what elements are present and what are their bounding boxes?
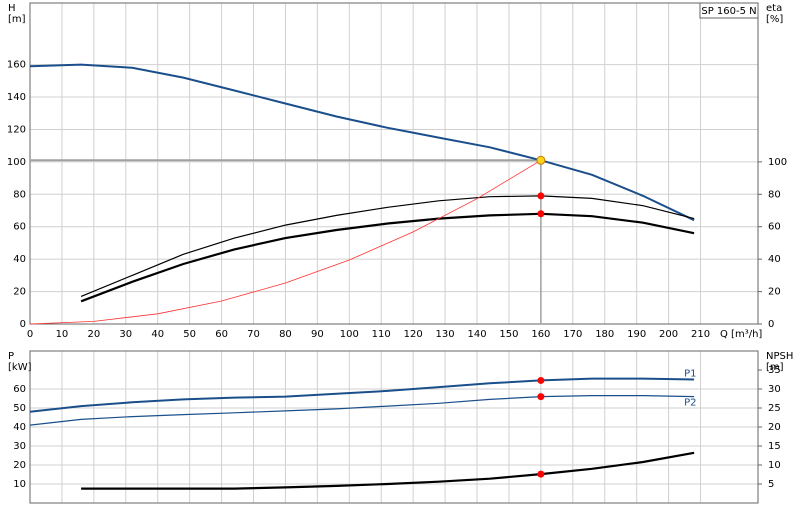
plot-frame	[29, 350, 759, 504]
y-tick-label: 40	[13, 422, 26, 433]
series-line	[29, 63, 695, 222]
y-tick-label: 20	[13, 460, 26, 471]
y2-tick-label: 30	[768, 384, 781, 395]
x-tick-label: 40	[151, 329, 164, 340]
x-tick-label: 10	[56, 329, 69, 340]
point-marker	[537, 192, 545, 200]
y-tick-label: 20	[13, 287, 26, 298]
y-tick-label: 80	[13, 189, 26, 200]
y2-tick-label: 25	[768, 403, 781, 414]
x-tick-label: 170	[563, 329, 582, 340]
y-axis-label: [m]	[8, 14, 26, 25]
y2-axis-label: NPSH	[766, 351, 793, 362]
y-tick-label: 120	[7, 124, 26, 135]
y2-tick-label: 35	[768, 365, 781, 376]
x-tick-label: 70	[247, 329, 260, 340]
x-tick-label: 50	[183, 329, 196, 340]
y-tick-label: 10	[13, 479, 26, 490]
y-tick-label: 0	[20, 319, 26, 330]
x-tick-label: 180	[595, 329, 614, 340]
x-tick-label: 150	[499, 329, 518, 340]
x-tick-label: 30	[119, 329, 132, 340]
point-marker	[537, 376, 545, 384]
x-tick-label: 90	[311, 329, 324, 340]
y-axis-label: H	[8, 3, 16, 14]
series-line	[80, 212, 695, 303]
x-tick-label: 110	[372, 329, 391, 340]
y-tick-label: 60	[13, 384, 26, 395]
series-line	[81, 451, 695, 490]
x-tick-label: 160	[531, 329, 550, 340]
y2-tick-label: 15	[768, 441, 781, 452]
y-tick-label: 60	[13, 222, 26, 233]
x-axis-label: Q [m³/h]	[720, 329, 762, 340]
y-axis-label: P	[8, 351, 14, 362]
series-label: P1	[684, 369, 696, 380]
duty-point	[536, 155, 546, 165]
y2-tick-label: 5	[768, 479, 774, 490]
x-tick-label: 80	[279, 329, 292, 340]
y2-axis-label: [%]	[766, 14, 783, 25]
y2-tick-label: 0	[768, 319, 774, 330]
x-tick-label: 60	[215, 329, 228, 340]
plot-frame	[29, 2, 759, 325]
y2-tick-label: 10	[768, 460, 781, 471]
point-marker	[537, 470, 545, 478]
x-tick-label: 0	[27, 329, 33, 340]
x-tick-label: 140	[467, 329, 486, 340]
x-tick-label: 210	[691, 329, 710, 340]
annotation: SP 160-5 N	[701, 6, 756, 17]
y-tick-label: 160	[7, 60, 26, 71]
x-tick-label: 20	[87, 329, 100, 340]
y2-axis-label: [m]	[766, 362, 784, 373]
series-line	[80, 195, 695, 297]
y2-tick-label: 100	[768, 157, 787, 168]
y-tick-label: 40	[13, 254, 26, 265]
x-tick-label: 130	[436, 329, 455, 340]
x-tick-label: 120	[404, 329, 423, 340]
y-tick-label: 50	[13, 403, 26, 414]
series-line	[29, 395, 695, 426]
y2-tick-label: 60	[768, 222, 781, 233]
series-line	[29, 159, 542, 325]
x-tick-label: 190	[627, 329, 646, 340]
y-tick-label: 140	[7, 92, 26, 103]
annotation-box	[699, 2, 759, 19]
y-tick-label: 30	[13, 441, 26, 452]
x-tick-label: 200	[659, 329, 678, 340]
y2-tick-label: 80	[768, 189, 781, 200]
series-label: P2	[684, 398, 696, 409]
y2-tick-label: 20	[768, 422, 781, 433]
y2-tick-label: 20	[768, 287, 781, 298]
point-marker	[537, 210, 545, 218]
point-marker	[537, 393, 545, 401]
series-line	[29, 377, 695, 413]
y-tick-label: 100	[7, 157, 26, 168]
y2-tick-label: 40	[768, 254, 781, 265]
x-tick-label: 100	[340, 329, 359, 340]
y2-axis-label: eta	[766, 3, 782, 14]
y-axis-label: [kW]	[8, 362, 32, 373]
